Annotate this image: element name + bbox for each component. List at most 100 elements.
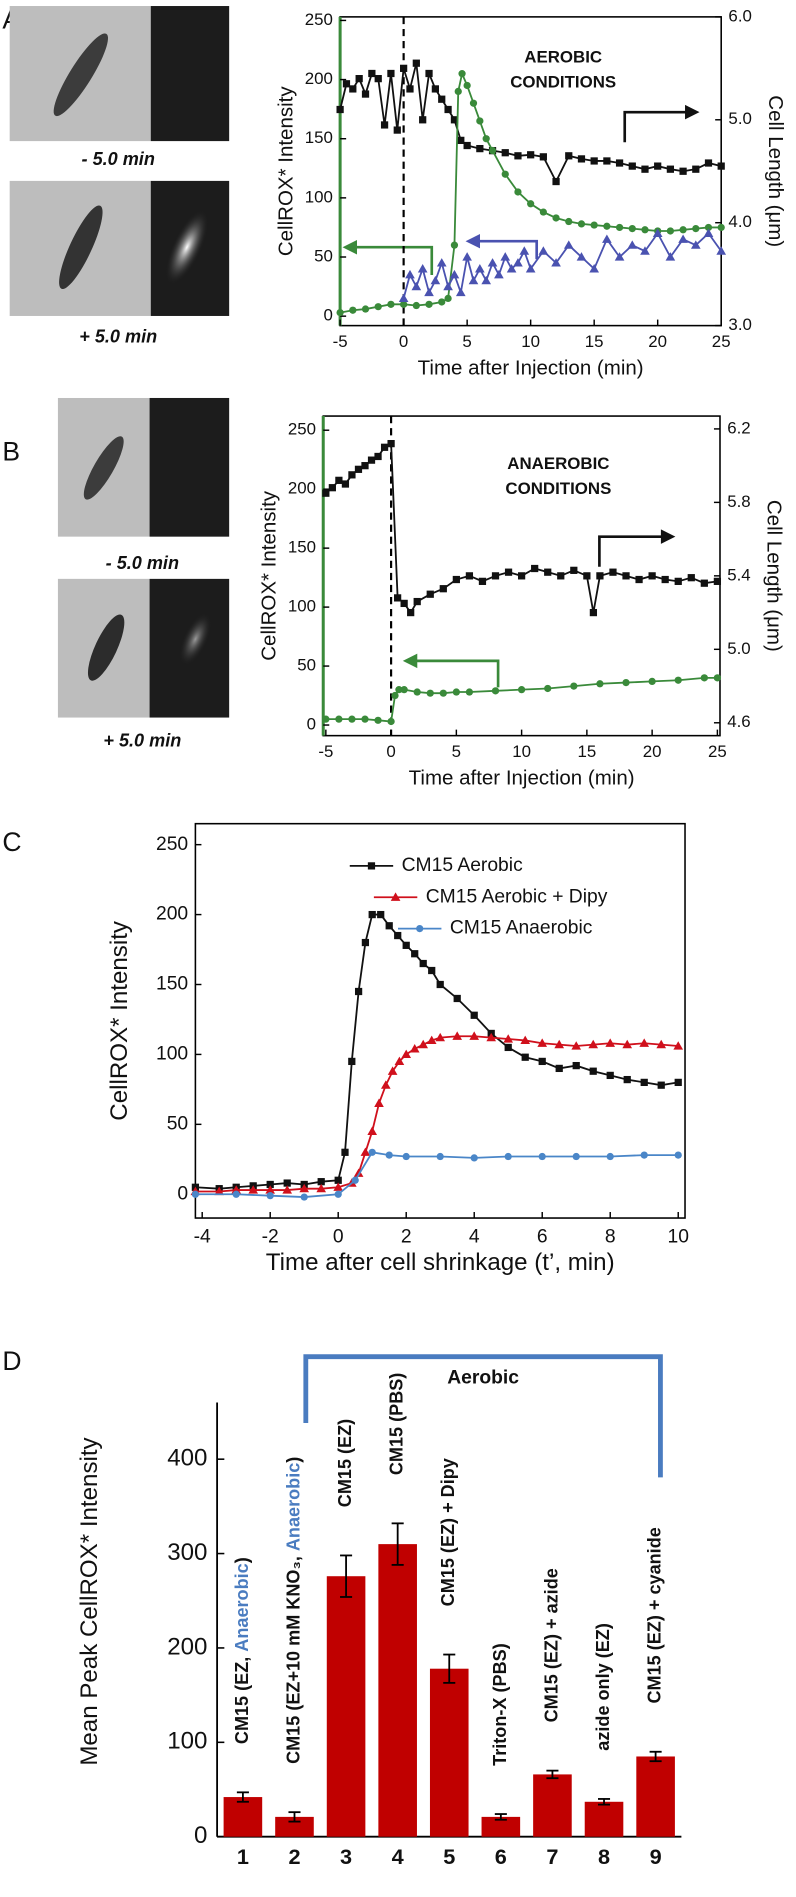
y-tick-label: 100 (156, 1044, 188, 1065)
marker (640, 1151, 648, 1159)
marker (335, 476, 343, 484)
marker (531, 564, 539, 573)
marker (665, 252, 676, 261)
marker (336, 105, 344, 114)
x-tick-label: 10 (667, 1226, 688, 1247)
marker (380, 1080, 391, 1089)
y-tick-label: 250 (156, 834, 188, 855)
bar-label-part: ) (283, 1457, 303, 1463)
marker (539, 208, 547, 216)
marker (457, 136, 465, 144)
marker (418, 1039, 429, 1049)
y-axis-label: CellROX* Intensity (258, 490, 281, 661)
x-tick-label: 5 (462, 332, 471, 351)
marker (488, 146, 497, 155)
y-axis-label: CellROX* Intensity (274, 86, 297, 257)
image-caption: + 5.0 min (79, 326, 157, 346)
marker (674, 676, 682, 684)
marker (374, 1098, 384, 1107)
marker (435, 1032, 446, 1042)
marker (692, 165, 700, 173)
marker (571, 1041, 582, 1050)
x-tick-label: 2 (401, 1226, 412, 1247)
marker (380, 443, 389, 451)
marker (577, 220, 586, 228)
marker (322, 715, 330, 723)
marker (425, 300, 433, 308)
marker (430, 275, 441, 285)
bar-label: CM15 (EZ, Anaerobic) (232, 1557, 252, 1744)
marker (444, 105, 452, 114)
marker (452, 688, 460, 696)
marker (232, 1190, 240, 1198)
marker (300, 1193, 308, 1201)
marker (341, 1148, 349, 1156)
bar-label-part: CM15 (EZ+10 mM KNO₃, (283, 1551, 303, 1764)
bar-label-part: CM15 (PBS) (386, 1373, 406, 1475)
marker (470, 1011, 478, 1019)
fluorescence-image (150, 6, 230, 142)
marker (501, 149, 509, 157)
marker (470, 1154, 478, 1162)
marker (673, 1041, 684, 1050)
bar (533, 1774, 572, 1837)
marker (465, 572, 474, 580)
marker (596, 680, 604, 688)
marker (552, 177, 560, 186)
marker (385, 1151, 393, 1159)
x-tick-label: 25 (708, 742, 727, 761)
x-tick-label: 20 (648, 332, 667, 351)
legend-label: CM15 Aerobic (402, 855, 523, 876)
marker (589, 608, 598, 617)
marker (368, 1148, 376, 1156)
x-tick-label: 5 (443, 1844, 455, 1869)
marker (449, 269, 460, 279)
marker (614, 252, 625, 261)
marker (486, 1032, 497, 1042)
axis-arrows (342, 104, 700, 688)
marker (544, 684, 552, 693)
marker (557, 572, 565, 580)
marker (431, 85, 440, 93)
panel-letter: B (2, 436, 20, 466)
marker (603, 222, 611, 230)
image-caption: - 5.0 min (82, 149, 155, 169)
arrow (623, 110, 690, 143)
marker (639, 1038, 650, 1047)
marker (648, 677, 656, 686)
marker (400, 599, 408, 608)
marker (700, 674, 708, 682)
marker (469, 99, 478, 107)
marker (537, 1038, 548, 1047)
marker (361, 305, 370, 313)
x-tick-label: 6 (495, 1844, 507, 1869)
marker (341, 480, 350, 488)
bar-label: CM15 (EZ) + azide (541, 1568, 561, 1722)
marker (713, 674, 722, 682)
marker (666, 227, 675, 235)
marker (406, 85, 414, 93)
marker (652, 228, 663, 237)
marker (504, 1152, 512, 1161)
marker (570, 566, 578, 574)
y-tick-label: 100 (305, 187, 333, 206)
cell (87, 614, 125, 681)
marker (679, 226, 687, 234)
marker (452, 575, 460, 584)
marker (452, 1031, 463, 1040)
marker (361, 90, 370, 98)
arrow (352, 245, 434, 275)
marker (687, 574, 695, 582)
x-tick-label: 15 (585, 332, 604, 351)
marker (615, 223, 624, 232)
marker (393, 126, 401, 134)
marker (462, 252, 472, 261)
bar (223, 1797, 263, 1837)
annotation: AEROBIC (524, 47, 602, 66)
marker (704, 159, 713, 167)
bracket (303, 1354, 663, 1478)
marker (426, 1035, 437, 1045)
y-tick-label: 100 (288, 597, 316, 616)
y-tick-label: 200 (167, 1633, 207, 1660)
